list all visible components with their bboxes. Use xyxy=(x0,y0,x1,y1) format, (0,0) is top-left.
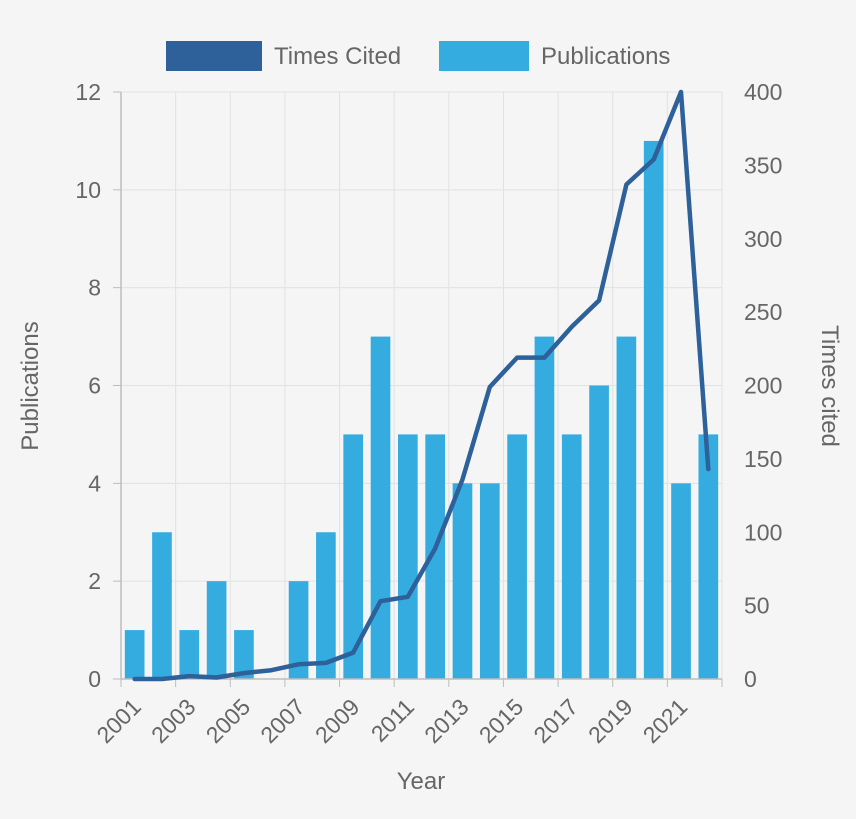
legend-item-publications[interactable]: Publications xyxy=(439,41,670,71)
legend-item-times-cited[interactable]: Times Cited xyxy=(166,41,401,71)
y-tick-label-left: 12 xyxy=(75,79,101,105)
bar-publications-2008 xyxy=(316,532,336,679)
x-tick-label: 2001 xyxy=(91,694,146,749)
x-tick-label: 2009 xyxy=(310,694,365,749)
y-axis-title-right: Times cited xyxy=(816,325,843,447)
y-tick-label-left: 2 xyxy=(88,568,101,594)
point-times-cited-2008 xyxy=(324,661,328,665)
x-tick-label: 2019 xyxy=(583,694,638,749)
point-times-cited-2012 xyxy=(433,546,437,550)
y-tick-label-right: 100 xyxy=(744,519,782,545)
bar-publications-2014 xyxy=(479,483,500,679)
point-times-cited-2019 xyxy=(624,182,628,186)
point-times-cited-2016 xyxy=(542,356,546,360)
x-tick-label: 2017 xyxy=(528,694,583,749)
point-times-cited-2003 xyxy=(187,674,191,678)
point-times-cited-2005 xyxy=(242,671,246,675)
point-times-cited-2011 xyxy=(406,595,410,599)
bar-publications-2010 xyxy=(370,336,391,679)
bar-publications-2011 xyxy=(398,434,418,679)
point-times-cited-2009 xyxy=(351,651,355,655)
y-tick-label-left: 0 xyxy=(88,666,101,692)
y-tick-label-right: 250 xyxy=(744,299,782,325)
line-times-cited xyxy=(132,89,711,682)
y-tick-label-right: 0 xyxy=(744,666,757,692)
x-tick-label: 2013 xyxy=(419,694,474,749)
legend-label-publications: Publications xyxy=(541,43,670,70)
bar-publications-2004 xyxy=(206,581,227,679)
bar-publications-2013 xyxy=(452,483,473,679)
grid xyxy=(120,91,723,680)
y-tick-label-left: 8 xyxy=(88,275,101,301)
x-tick-label: 2003 xyxy=(146,694,201,749)
y-tick-label-left: 6 xyxy=(88,373,101,399)
y-tick-label-right: 350 xyxy=(744,152,782,178)
point-times-cited-2002 xyxy=(160,677,164,681)
y-axis-title-left: Publications xyxy=(17,321,44,450)
x-tick-label: 2015 xyxy=(474,694,529,749)
bar-publications-2001 xyxy=(124,630,145,679)
legend-swatch-times-cited xyxy=(166,41,262,71)
bar-publications-2022 xyxy=(698,434,719,679)
y-tick-label-left: 10 xyxy=(75,177,101,203)
bar-publications-2002 xyxy=(152,532,172,679)
x-axis-title: Year xyxy=(397,768,446,795)
point-times-cited-2001 xyxy=(133,677,137,681)
y-tick-label-right: 400 xyxy=(744,79,782,105)
bar-publications-2021 xyxy=(671,483,691,679)
times-cited-line-layer xyxy=(132,89,711,682)
y-tick-label-right: 200 xyxy=(744,373,782,399)
point-times-cited-2018 xyxy=(597,298,601,302)
y-tick-label-right: 50 xyxy=(744,593,770,619)
y-tick-label-right: 150 xyxy=(744,446,782,472)
x-tick-label: 2007 xyxy=(255,694,310,749)
publications-bars xyxy=(124,140,719,679)
bar-publications-2018 xyxy=(589,385,609,679)
point-times-cited-2015 xyxy=(515,356,519,360)
bar-publications-2005 xyxy=(234,630,254,679)
point-times-cited-2017 xyxy=(570,325,574,329)
legend-label-times-cited: Times Cited xyxy=(274,43,401,70)
bar-publications-2003 xyxy=(179,630,200,679)
point-times-cited-2007 xyxy=(297,662,301,666)
bar-publications-2016 xyxy=(534,336,555,679)
bar-publications-2012 xyxy=(425,434,445,679)
x-tick-label: 2005 xyxy=(201,694,256,749)
point-times-cited-2021 xyxy=(679,90,683,94)
bar-publications-2007 xyxy=(288,581,309,679)
y-tick-label-right: 300 xyxy=(744,226,782,252)
point-times-cited-2022 xyxy=(706,467,710,471)
point-times-cited-2014 xyxy=(488,385,492,389)
x-tick-label: 2011 xyxy=(366,694,419,747)
point-times-cited-2020 xyxy=(652,158,656,162)
point-times-cited-2004 xyxy=(215,676,219,680)
bar-publications-2015 xyxy=(507,434,527,679)
bar-publications-2009 xyxy=(343,434,364,679)
legend[interactable]: Times Cited Publications xyxy=(166,41,670,71)
point-times-cited-2013 xyxy=(460,477,464,481)
point-times-cited-2006 xyxy=(269,668,273,672)
bar-publications-2017 xyxy=(561,434,582,679)
x-tick-label: 2021 xyxy=(638,694,693,749)
bar-publications-2019 xyxy=(616,336,637,679)
y-tick-label-left: 4 xyxy=(88,470,101,496)
point-times-cited-2010 xyxy=(379,599,383,603)
bar-publications-2020 xyxy=(643,140,664,679)
legend-swatch-publications xyxy=(439,41,529,71)
